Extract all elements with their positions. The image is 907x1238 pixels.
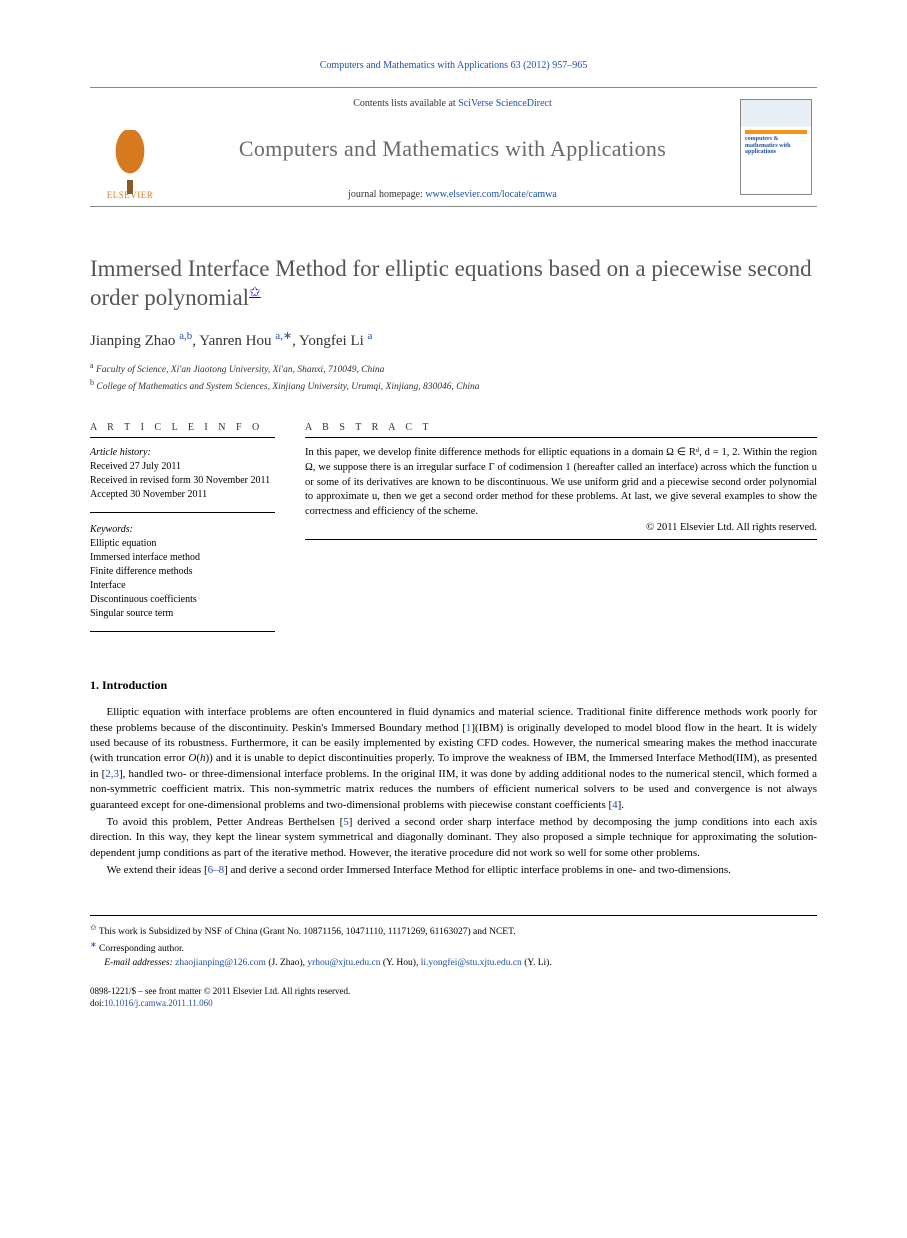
author-name: Yongfei Li — [299, 333, 364, 349]
article-info-heading: A R T I C L E I N F O — [90, 422, 275, 438]
history-line: Received 27 July 2011 — [90, 461, 181, 472]
affil-key: b — [90, 378, 94, 387]
keywords-label: Keywords: — [90, 524, 133, 535]
history-line: Accepted 30 November 2011 — [90, 489, 207, 500]
email-label: E-mail addresses: — [104, 958, 173, 968]
abstract-text: In this paper, we develop finite differe… — [305, 446, 817, 519]
email-link[interactable]: yrhou@xjtu.edu.cn — [307, 958, 380, 968]
author-affil-link[interactable]: a,b — [179, 330, 192, 342]
ref-link[interactable]: 1 — [466, 722, 472, 734]
ref-link[interactable]: 2,3 — [105, 768, 119, 780]
title-footnote-marker[interactable]: ✩ — [249, 285, 261, 300]
intro-para: Elliptic equation with interface problem… — [90, 705, 817, 813]
author-affil-link[interactable]: a — [368, 330, 373, 342]
email-who: (J. Zhao) — [268, 958, 302, 968]
sciencedirect-link[interactable]: SciVerse ScienceDirect — [458, 98, 552, 109]
journal-masthead: ELSEVIER Contents lists available at Sci… — [90, 87, 817, 207]
article-info-column: A R T I C L E I N F O Article history: R… — [90, 422, 275, 642]
email-link[interactable]: li.yongfei@stu.xjtu.edu.cn — [421, 958, 522, 968]
email-link[interactable]: zhaojianping@126.com — [175, 958, 266, 968]
article-title: Immersed Interface Method for elliptic e… — [90, 255, 817, 313]
journal-homepage-link[interactable]: www.elsevier.com/locate/camwa — [425, 189, 557, 200]
affiliation-list: a Faculty of Science, Xi'an Jiaotong Uni… — [90, 360, 817, 395]
article-title-text: Immersed Interface Method for elliptic e… — [90, 256, 812, 310]
affiliation-item: b College of Mathematics and System Scie… — [90, 377, 817, 394]
email-who: (Y. Li) — [524, 958, 549, 968]
affil-text: Faculty of Science, Xi'an Jiaotong Unive… — [96, 365, 384, 375]
keywords-block: Keywords: Elliptic equation Immersed int… — [90, 523, 275, 632]
elsevier-tree-icon — [105, 130, 155, 190]
journal-name: Computers and Mathematics with Applicati… — [178, 136, 727, 162]
footnote-emails: E-mail addresses: zhaojianping@126.com (… — [90, 956, 817, 970]
journal-cover-thumb: computers & mathematics with application… — [735, 88, 817, 206]
abstract-rule — [305, 539, 817, 540]
contents-prefix: Contents lists available at — [353, 98, 458, 109]
affil-text: College of Mathematics and System Scienc… — [96, 382, 479, 392]
corresponding-marker-link[interactable]: ∗ — [90, 940, 97, 949]
author-list: Jianping Zhao a,b, Yanren Hou a,∗, Yongf… — [90, 329, 817, 350]
footnote-corresponding: ∗ Corresponding author. — [90, 939, 817, 956]
top-citation: Computers and Mathematics with Applicati… — [90, 60, 817, 71]
ref-link[interactable]: 5 — [343, 816, 349, 828]
publisher-logo-block: ELSEVIER — [90, 88, 170, 206]
doi-prefix: doi: — [90, 998, 104, 1008]
email-who: (Y. Hou) — [383, 958, 416, 968]
info-abstract-row: A R T I C L E I N F O Article history: R… — [90, 422, 817, 642]
contents-available-line: Contents lists available at SciVerse Sci… — [178, 98, 727, 109]
keyword: Elliptic equation — [90, 538, 156, 549]
footnote-funding: ✩ This work is Subsidized by NSF of Chin… — [90, 922, 817, 939]
footnotes-block: ✩ This work is Subsidized by NSF of Chin… — [90, 915, 817, 971]
article-history-block: Article history: Received 27 July 2011 R… — [90, 446, 275, 513]
ref-link[interactable]: 4 — [612, 799, 618, 811]
doi-link[interactable]: 10.1016/j.camwa.2011.11.060 — [104, 998, 213, 1008]
keyword: Discontinuous coefficients — [90, 594, 197, 605]
introduction-section: 1. Introduction Elliptic equation with i… — [90, 678, 817, 878]
intro-para: To avoid this problem, Petter Andreas Be… — [90, 815, 817, 861]
intro-heading: 1. Introduction — [90, 678, 817, 693]
history-label: Article history: — [90, 447, 151, 458]
abstract-column: A B S T R A C T In this paper, we develo… — [305, 422, 817, 642]
intro-para: We extend their ideas [6–8] and derive a… — [90, 863, 817, 878]
history-line: Received in revised form 30 November 201… — [90, 475, 270, 486]
abstract-copyright: © 2011 Elsevier Ltd. All rights reserved… — [305, 522, 817, 533]
author-name: Yanren Hou — [199, 333, 271, 349]
footnote-marker-icon: ✩ — [90, 923, 97, 932]
abstract-heading: A B S T R A C T — [305, 422, 817, 438]
keyword: Finite difference methods — [90, 566, 193, 577]
author-affil-link[interactable]: a,∗ — [275, 330, 292, 342]
keyword: Interface — [90, 580, 126, 591]
ref-link[interactable]: 6–8 — [208, 864, 225, 876]
footer-copyright-text: 0898-1221/$ – see front matter © 2011 El… — [90, 986, 350, 996]
footer-copyright: 0898-1221/$ – see front matter © 2011 El… — [90, 985, 817, 1010]
affil-key: a — [90, 361, 94, 370]
masthead-center: Contents lists available at SciVerse Sci… — [170, 88, 735, 206]
homepage-prefix: journal homepage: — [348, 189, 425, 200]
affiliation-item: a Faculty of Science, Xi'an Jiaotong Uni… — [90, 360, 817, 377]
journal-cover-title: computers & mathematics with application… — [745, 136, 807, 156]
footnote-funding-text: This work is Subsidized by NSF of China … — [99, 927, 516, 937]
journal-cover-icon: computers & mathematics with application… — [740, 99, 812, 195]
keyword: Singular source term — [90, 608, 173, 619]
keyword: Immersed interface method — [90, 552, 200, 563]
journal-homepage-line: journal homepage: www.elsevier.com/locat… — [178, 189, 727, 200]
author-name: Jianping Zhao — [90, 333, 175, 349]
footnote-corr-text: Corresponding author. — [99, 944, 184, 954]
